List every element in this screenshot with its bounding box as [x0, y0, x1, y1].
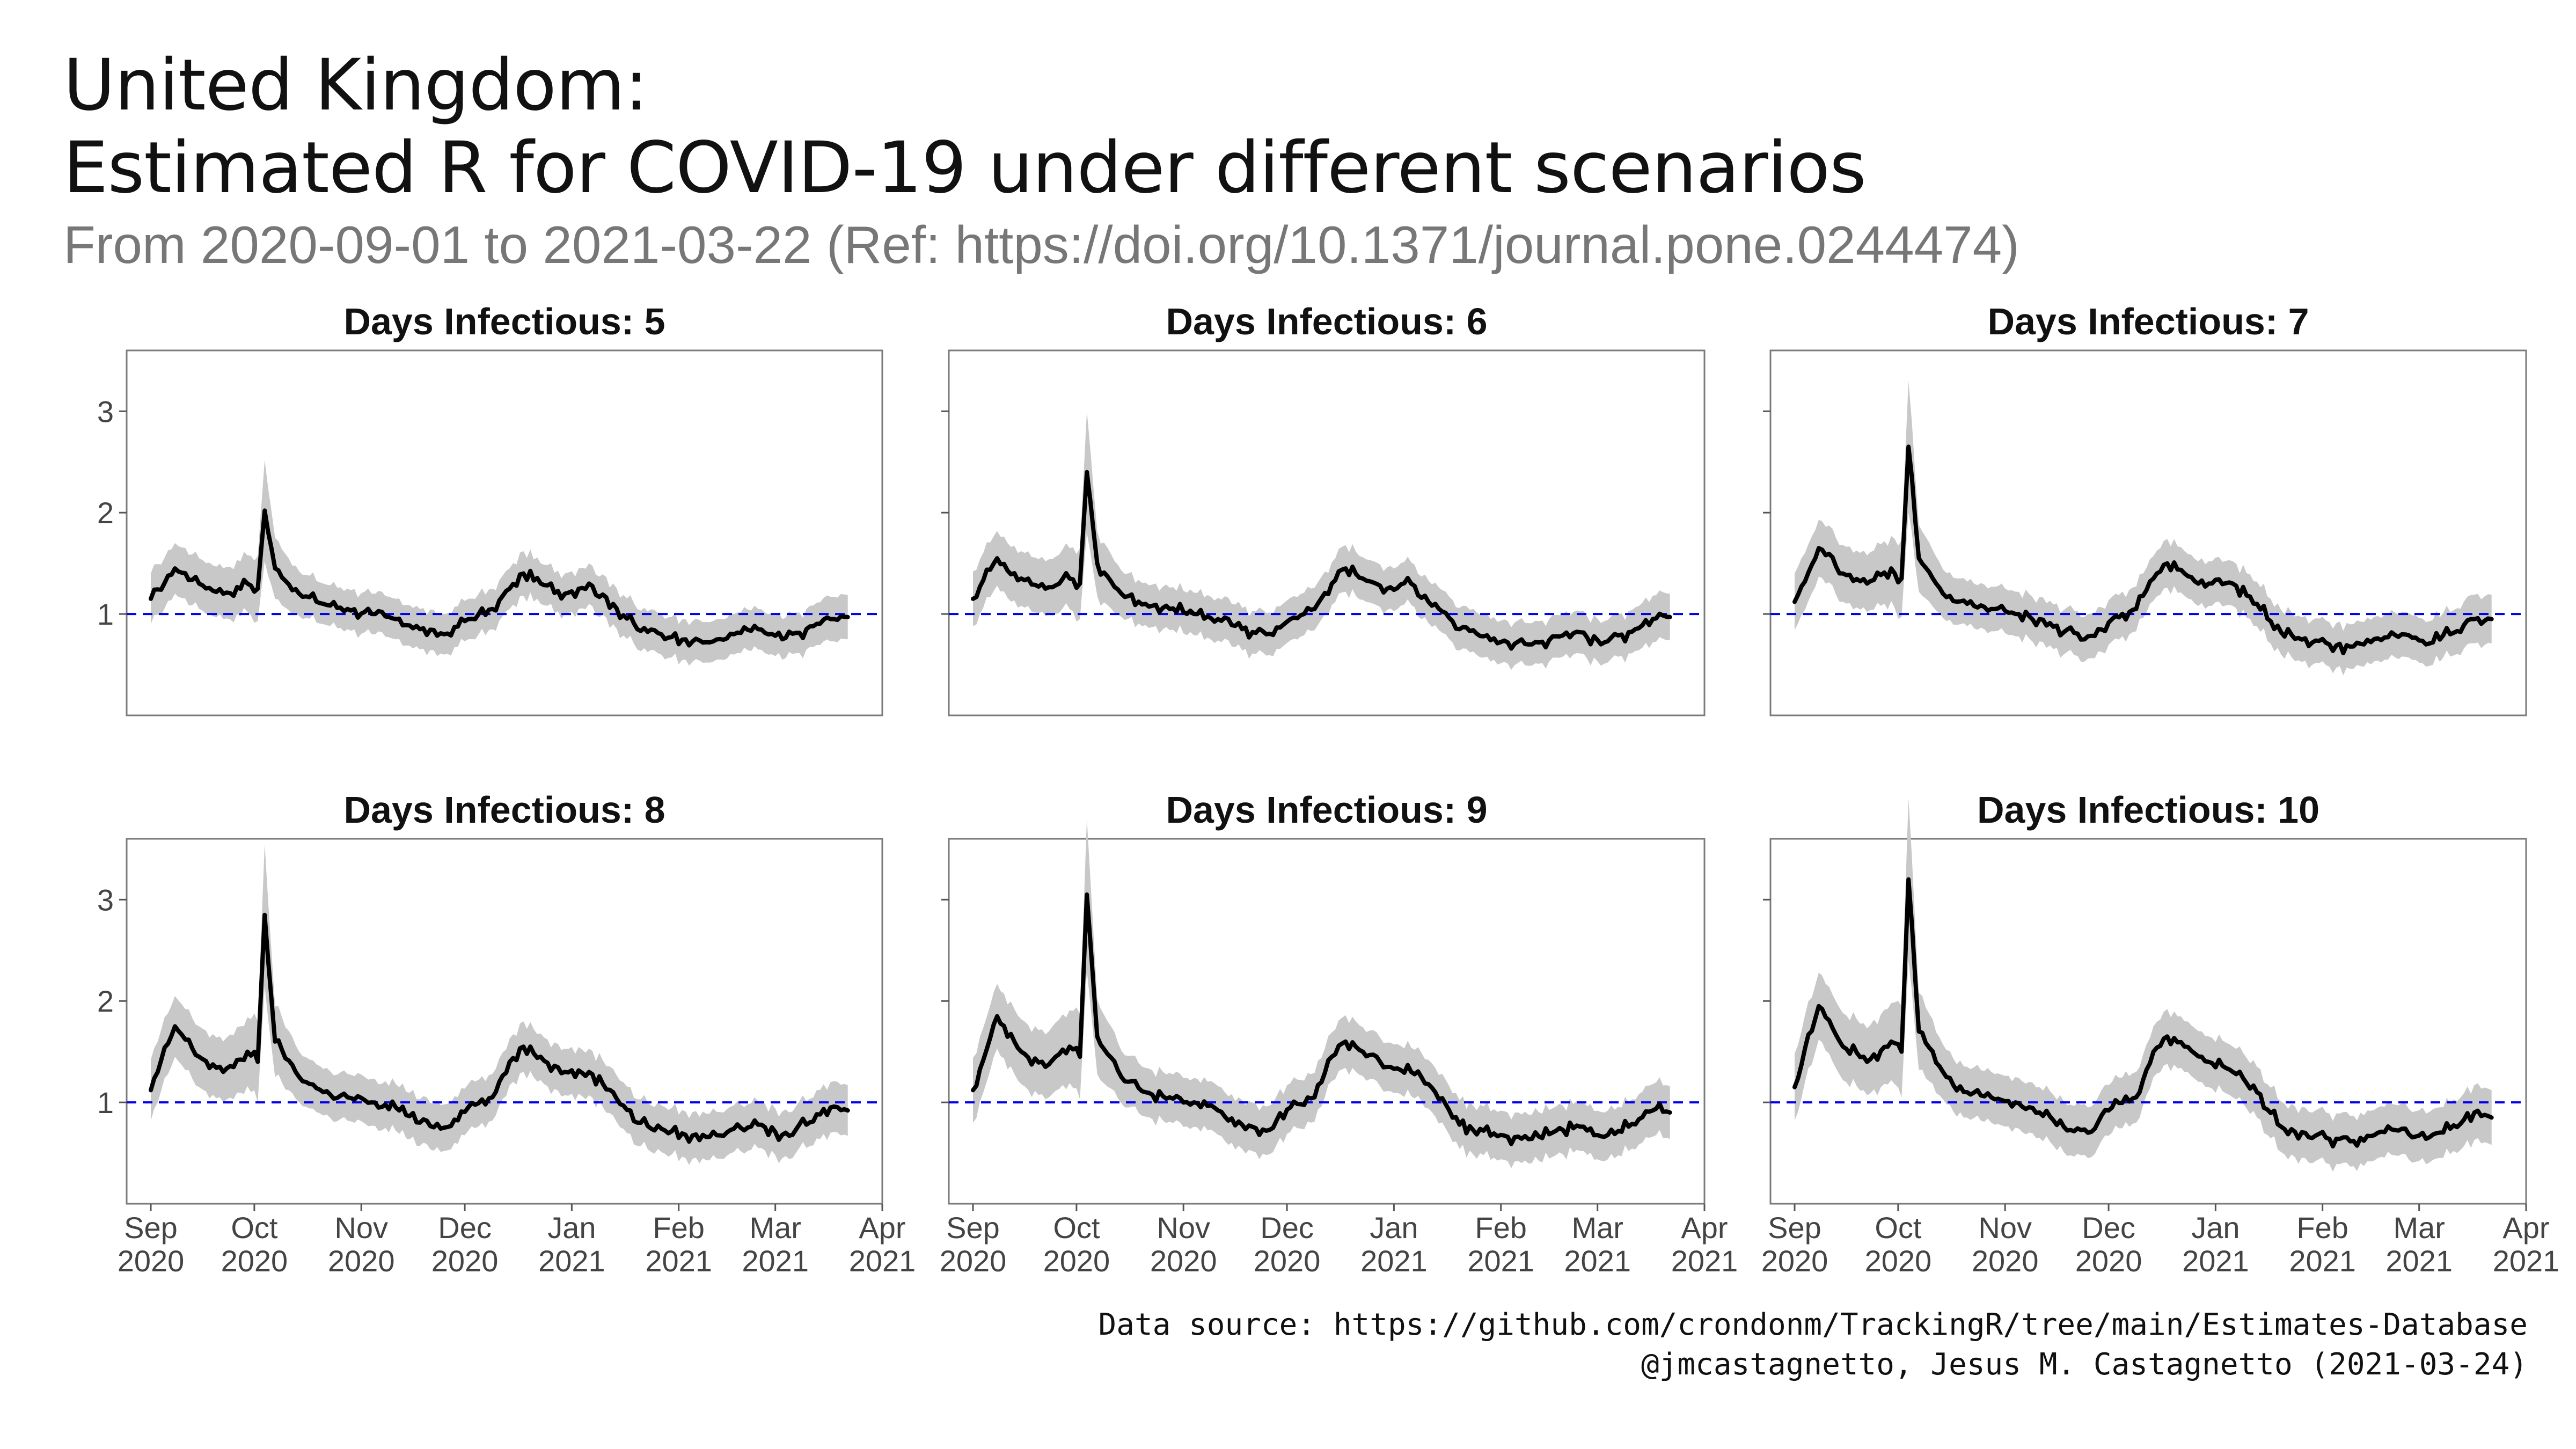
x-tick-label-month: Dec	[2082, 1211, 2135, 1245]
x-tick-label-year: 2021	[645, 1244, 712, 1278]
panel-title: Days Infectious: 9	[1166, 789, 1487, 831]
x-tick-label-year: 2021	[2182, 1244, 2249, 1278]
x-tick-label-month: Feb	[653, 1211, 705, 1245]
x-tick-label-month: Nov	[1978, 1211, 2032, 1245]
panel-frame	[1769, 349, 2527, 716]
chart-title: United Kingdom: Estimated R for COVID-19…	[63, 44, 1867, 209]
data-source-caption: Data source: https://github.com/crondonm…	[1098, 1307, 2528, 1342]
y-tick-label: 2	[97, 984, 114, 1018]
r-estimate-line	[971, 470, 1672, 651]
panel-title: Days Infectious: 6	[1166, 301, 1487, 342]
confidence-band	[1795, 798, 2492, 1172]
x-tick-label-year: 2020	[2075, 1244, 2142, 1278]
confidence-band	[151, 844, 848, 1165]
x-tick-label-year: 2021	[1467, 1244, 1534, 1278]
x-tick-label-year: 2021	[849, 1244, 916, 1278]
x-tick-label-year: 2021	[1671, 1244, 1738, 1278]
r-estimate-line	[149, 508, 850, 648]
x-tick-label-month: Oct	[1053, 1211, 1100, 1245]
x-tick-label-year: 2020	[1761, 1244, 1828, 1278]
x-tick-label-month: Jan	[547, 1211, 596, 1245]
x-tick-label-month: Oct	[231, 1211, 278, 1245]
x-tick-label-year: 2020	[118, 1244, 185, 1278]
x-tick-label-year: 2020	[1150, 1244, 1217, 1278]
x-tick-label-year: 2021	[742, 1244, 809, 1278]
x-tick-label-month: Sep	[124, 1211, 178, 1245]
panel-frame	[126, 349, 883, 716]
x-tick-label-year: 2021	[2493, 1244, 2560, 1278]
x-tick-label-month: Dec	[438, 1211, 492, 1245]
x-tick-label-year: 2021	[2289, 1244, 2356, 1278]
x-tick-label-month: Apr	[2502, 1211, 2549, 1245]
x-tick-label-year: 2021	[538, 1244, 605, 1278]
caption: Data source: https://github.com/crondonm…	[1099, 1305, 2528, 1385]
y-tick-label: 2	[97, 496, 114, 530]
y-tick-label: 3	[97, 883, 114, 917]
x-tick-label-month: Feb	[1475, 1211, 1527, 1245]
panel-frame	[948, 349, 1706, 716]
x-tick-label-year: 2020	[1043, 1244, 1110, 1278]
x-tick-label-year: 2020	[431, 1244, 499, 1278]
x-tick-label-month: Mar	[1571, 1211, 1623, 1245]
x-tick-label-year: 2021	[1564, 1244, 1631, 1278]
panel-title: Days Infectious: 10	[1977, 789, 2319, 831]
x-tick-label-month: Sep	[1768, 1211, 1821, 1245]
title-line-1: United Kingdom:	[63, 44, 648, 127]
x-tick-label-year: 2021	[1360, 1244, 1428, 1278]
panel-title: Days Infectious: 5	[343, 301, 665, 342]
chart-subtitle: From 2020-09-01 to 2021-03-22 (Ref: http…	[63, 215, 2019, 274]
x-tick-label-month: Oct	[1875, 1211, 1922, 1245]
panel-title: Days Infectious: 7	[1987, 301, 2309, 342]
x-tick-label-month: Mar	[2393, 1211, 2445, 1245]
x-tick-label-month: Jan	[2191, 1211, 2240, 1245]
confidence-band	[973, 818, 1670, 1168]
y-tick-label: 3	[97, 394, 114, 428]
x-tick-label-month: Nov	[1157, 1211, 1210, 1245]
x-tick-label-year: 2020	[1254, 1244, 1321, 1278]
r-estimate-line	[149, 912, 850, 1144]
r-estimate-line	[971, 892, 1672, 1146]
title-line-2: Estimated R for COVID-19 under different…	[63, 127, 1867, 209]
y-tick-label: 1	[97, 1086, 114, 1119]
x-tick-label-month: Apr	[1681, 1211, 1728, 1245]
x-tick-label-month: Mar	[749, 1211, 801, 1245]
x-tick-label-month: Feb	[2296, 1211, 2348, 1245]
x-tick-label-month: Jan	[1370, 1211, 1418, 1245]
x-tick-label-month: Sep	[946, 1211, 1000, 1245]
x-tick-label-year: 2020	[1972, 1244, 2039, 1278]
author-caption: @jmcastagnetto, Jesus M. Castagnetto (20…	[1641, 1347, 2528, 1382]
r-estimate-line	[1792, 444, 2494, 655]
x-tick-label-year: 2020	[328, 1244, 395, 1278]
r-estimate-line	[1792, 877, 2494, 1148]
x-tick-label-month: Apr	[859, 1211, 905, 1245]
x-tick-label-month: Nov	[334, 1211, 388, 1245]
x-tick-label-month: Dec	[1260, 1211, 1314, 1245]
x-tick-label-year: 2021	[2385, 1244, 2453, 1278]
panel-title: Days Infectious: 8	[343, 789, 665, 831]
y-tick-label: 1	[97, 597, 114, 631]
x-tick-label-year: 2020	[1865, 1244, 1932, 1278]
x-tick-label-year: 2020	[221, 1244, 288, 1278]
x-tick-label-year: 2020	[940, 1244, 1007, 1278]
